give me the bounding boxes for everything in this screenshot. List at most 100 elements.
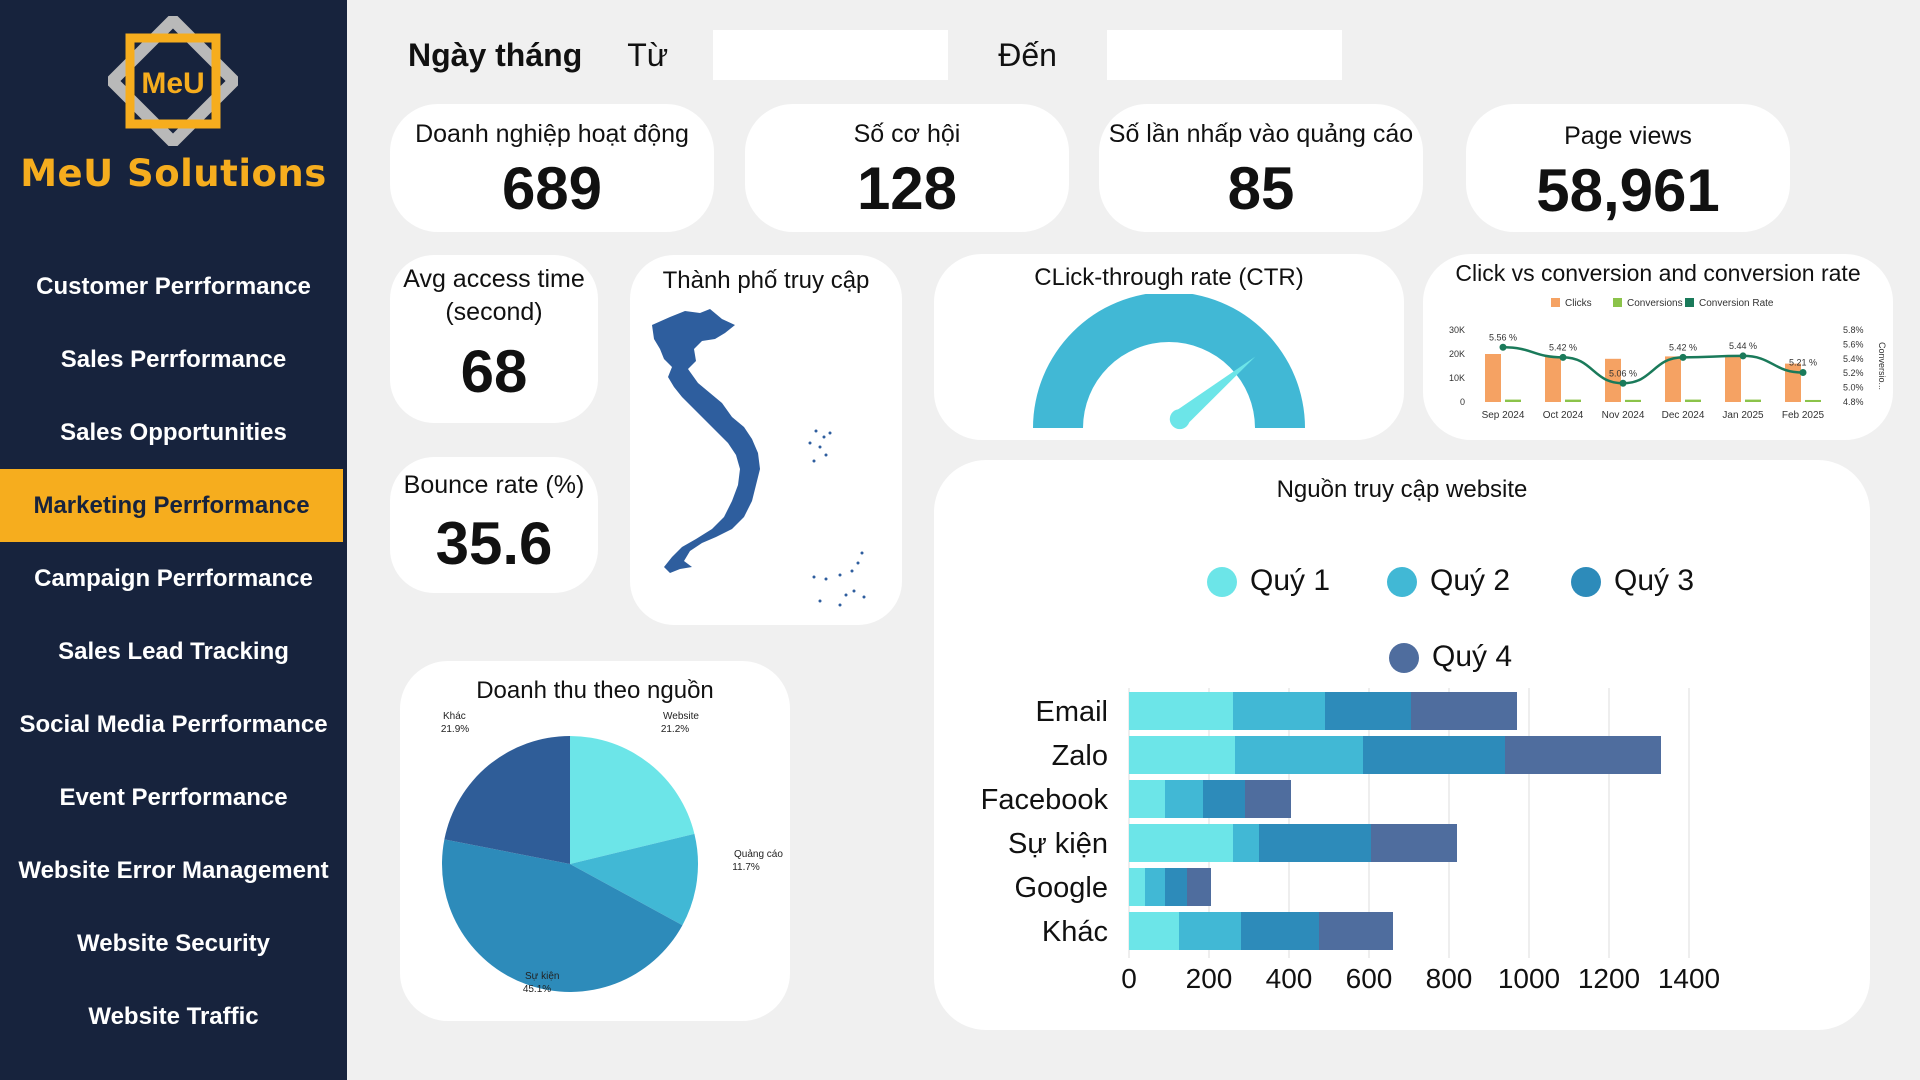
pie-slice-3 xyxy=(444,736,570,864)
legend-label-2: Quý 3 xyxy=(1614,564,1694,597)
y2-tick-label: 4.8% xyxy=(1843,397,1864,407)
legend-dot-1 xyxy=(1387,567,1417,597)
conversion-rate-label: 5.42 % xyxy=(1549,342,1577,352)
ctr-gauge xyxy=(1033,294,1305,430)
x-tick-label: 400 xyxy=(1266,963,1313,994)
conversion-rate-point xyxy=(1739,352,1747,360)
to-date-input[interactable] xyxy=(1106,30,1342,80)
nav-item-campaign-perrformance[interactable]: Campaign Perrformance xyxy=(34,564,313,592)
pie-label-name: Khác xyxy=(443,711,466,722)
x-tick-label: Sep 2024 xyxy=(1482,410,1525,421)
date-filter: Ngày tháng Từ Đến xyxy=(408,28,1342,82)
conversion-rate-point xyxy=(1799,368,1807,376)
nav-item-event-perrformance[interactable]: Event Perrformance xyxy=(59,783,288,811)
clicks-bar xyxy=(1665,356,1681,402)
x-tick-label: 0 xyxy=(1121,963,1137,994)
date-filter-title: Ngày tháng xyxy=(408,36,583,73)
bar-segment xyxy=(1203,780,1245,818)
conversion-rate-point xyxy=(1619,379,1627,387)
from-date-input[interactable] xyxy=(713,30,949,80)
bar-segment xyxy=(1235,736,1363,774)
bar-segment xyxy=(1371,824,1457,862)
pie-label-value: 11.7% xyxy=(732,862,760,873)
nav-item-marketing-perrformance[interactable]: Marketing Perrformance xyxy=(0,469,343,542)
bar-segment xyxy=(1129,736,1235,774)
bar-segment xyxy=(1145,868,1165,906)
revenue-pie-title: Doanh thu theo nguồn xyxy=(476,677,714,704)
category-label: Email xyxy=(1035,696,1108,728)
traffic-source-card: Nguồn truy cập website Quý 1 Quý 2 Quý 3 Qu… xyxy=(934,460,1870,1030)
bar-segment xyxy=(1233,824,1259,862)
clicks-bar xyxy=(1605,358,1621,402)
kpi-businesses-card: Doanh nghiệp hoạt động 689 xyxy=(390,104,714,232)
bar-segment xyxy=(1129,868,1145,906)
bar-segment xyxy=(1319,912,1393,950)
bar-segment xyxy=(1129,824,1233,862)
legend-label-2: Conversion Rate xyxy=(1699,298,1774,309)
y-tick-label: 0 xyxy=(1460,397,1465,407)
vietnam-shape xyxy=(652,309,760,573)
category-label: Google xyxy=(1014,872,1108,904)
kpi-ad-clicks-label: Số lần nhấp vào quảng cáo xyxy=(1108,120,1414,148)
nav-item-sales-lead-tracking[interactable]: Sales Lead Tracking xyxy=(58,637,289,665)
bar-segment xyxy=(1165,868,1187,906)
logo-text: MeU xyxy=(141,67,204,100)
legend-label-3: Quý 4 xyxy=(1432,640,1512,673)
pie-label-value: 21.9% xyxy=(441,724,469,735)
logo-square xyxy=(125,33,221,129)
nav-item-customer-perrformance[interactable]: Customer Perrformance xyxy=(36,272,311,300)
legend-dot-2 xyxy=(1571,567,1601,597)
y-tick-label: 20K xyxy=(1449,349,1465,359)
kpi-bounce-card: Bounce rate (%) 35.6 xyxy=(390,457,598,593)
x-tick-label: 1400 xyxy=(1658,963,1720,994)
sidebar: MeU MeU Solutions Customer Perrformance S… xyxy=(0,0,347,1080)
conversion-rate-line xyxy=(1502,346,1804,385)
category-label: Sự kiện xyxy=(1008,828,1108,860)
gauge-arc xyxy=(1033,294,1305,428)
ctr-card: CLick-through rate (CTR) xyxy=(934,254,1404,440)
kpi-avg-access-value: 68 xyxy=(460,338,528,405)
conversion-rate-label: 5.21 % xyxy=(1789,357,1817,367)
bar-segment xyxy=(1241,912,1319,950)
y2-tick-label: 5.6% xyxy=(1843,339,1864,349)
brand-name: MeU Solutions xyxy=(20,152,327,195)
conversions-bar xyxy=(1625,399,1641,402)
pie-slice-0 xyxy=(570,736,695,864)
conversion-rate-point xyxy=(1559,353,1567,361)
kpi-avg-access-card: Avg access time (second) 68 xyxy=(390,255,598,423)
meu-logo: MeU xyxy=(108,16,238,146)
conversion-rate-label: 5.42 % xyxy=(1669,342,1697,352)
conversions-bar xyxy=(1505,399,1521,402)
kpi-ad-clicks-value: 85 xyxy=(1227,155,1295,222)
nav-item-sales-opportunities[interactable]: Sales Opportunities xyxy=(60,418,287,446)
nav-item-website-security[interactable]: Website Security xyxy=(77,929,270,957)
legend-label-1: Conversions xyxy=(1627,298,1683,309)
x-tick-label: 600 xyxy=(1346,963,1393,994)
map-card: Thành phố truy cập xyxy=(630,255,902,625)
kpi-avg-access-label-2: (second) xyxy=(445,298,543,326)
x-tick-label: Feb 2025 xyxy=(1782,410,1825,421)
kpi-ad-clicks-card: Số lần nhấp vào quảng cáo 85 xyxy=(1099,104,1423,232)
conversion-rate-point xyxy=(1679,353,1687,361)
y-tick-label: 30K xyxy=(1449,325,1465,335)
pie-label-name: Website xyxy=(663,711,699,722)
conversion-chart-title: Click vs conversion and conversion rate xyxy=(1455,260,1861,286)
bar-segment xyxy=(1129,912,1179,950)
bar-segment xyxy=(1233,692,1325,730)
legend-label-0: Clicks xyxy=(1565,298,1592,309)
x-tick-label: Oct 2024 xyxy=(1543,410,1584,421)
nav-item-sales-perrformance[interactable]: Sales Perrformance xyxy=(60,345,287,373)
kpi-page-views-value: 58,961 xyxy=(1536,157,1720,224)
nav-item-social-media-perrformance[interactable]: Social Media Perrformance xyxy=(19,710,328,738)
gauge-needle-hub xyxy=(1169,409,1190,430)
kpi-page-views-card: Page views 58,961 xyxy=(1466,104,1790,232)
bar-segment xyxy=(1165,780,1203,818)
conversion-rate-label: 5.06 % xyxy=(1609,368,1637,378)
nav-item-website-error-management[interactable]: Website Error Management xyxy=(18,856,329,884)
category-label: Khác xyxy=(1042,916,1108,948)
traffic-source-title: Nguồn truy cập website xyxy=(1276,476,1528,503)
traffic-source-chart: Quý 1 Quý 2 Quý 3 Quý 4 0 200 400 600 800 1000 120… xyxy=(981,564,1721,994)
nav-item-website-traffic[interactable]: Website Traffic xyxy=(88,1002,259,1030)
bar-segment xyxy=(1187,868,1211,906)
pie-slice-1 xyxy=(570,833,698,926)
